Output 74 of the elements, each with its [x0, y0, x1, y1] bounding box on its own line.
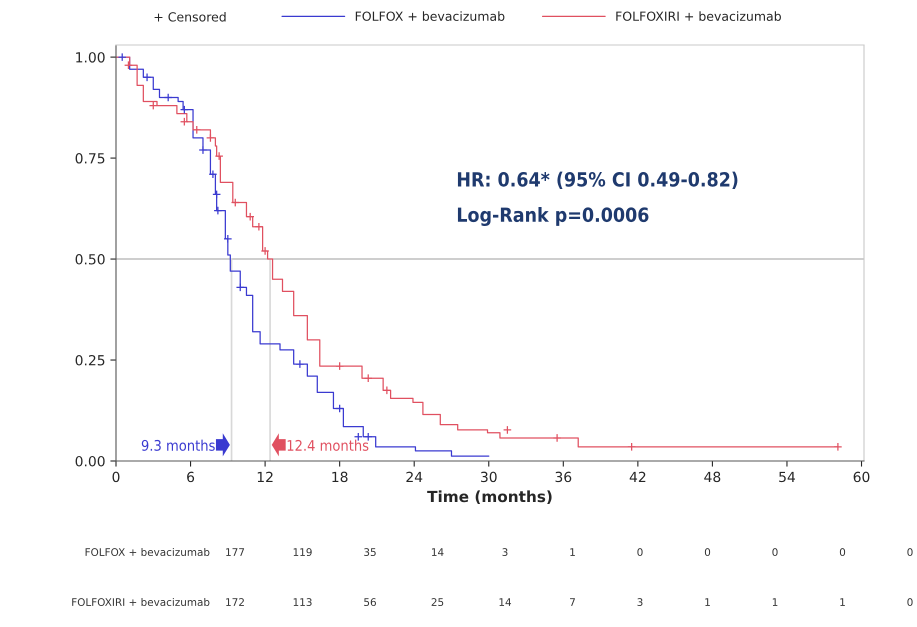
- point: [148, 101, 158, 110]
- point: [254, 222, 264, 232]
- text: FOLFOXIRI + bevacizumab: [72, 598, 210, 606]
- text: 119: [294, 548, 312, 556]
- point: [502, 425, 512, 434]
- point: [206, 133, 215, 142]
- text: 25: [432, 598, 444, 606]
- point: [552, 434, 562, 442]
- x-tick-label: 36: [556, 472, 572, 482]
- point: [212, 190, 222, 199]
- text: 14: [432, 548, 444, 556]
- text: 177: [226, 548, 244, 556]
- point: [335, 404, 344, 413]
- point: [627, 442, 636, 452]
- x-tick-label: 24: [406, 472, 422, 482]
- point: [214, 152, 224, 160]
- text: 3: [502, 548, 508, 556]
- text: 1: [570, 548, 575, 556]
- x-tick-label: 60: [854, 472, 870, 482]
- text: 7: [570, 598, 575, 606]
- point: [833, 442, 842, 452]
- y-tick-label: 0.50: [76, 254, 105, 265]
- point: [164, 93, 173, 102]
- x-axis-title: Time (months): [427, 490, 552, 504]
- text: + Censored: [154, 12, 226, 22]
- text: 113: [294, 598, 312, 606]
- x-tick-label: 54: [779, 472, 796, 482]
- x-tick-label: 12: [258, 472, 273, 482]
- x-tick-label: 0: [112, 472, 120, 482]
- point: [198, 146, 208, 154]
- text: 172: [226, 598, 244, 606]
- point: [223, 234, 232, 244]
- annotation: HR: 0.64* (95% CI 0.49-0.82): [458, 172, 738, 190]
- annotation: 9.3 months: [142, 440, 215, 451]
- point: [124, 60, 133, 70]
- text: 0: [637, 548, 643, 556]
- point: [180, 105, 189, 114]
- annotation: 12.4 months: [288, 440, 368, 451]
- text: 0: [907, 598, 913, 606]
- point: [142, 72, 152, 82]
- text: 0: [772, 548, 778, 556]
- x-tick-label: 30: [480, 472, 497, 482]
- text: 1: [705, 598, 710, 606]
- text: 0: [704, 548, 710, 556]
- text: 35: [364, 548, 376, 556]
- point: [295, 360, 304, 368]
- annotation: Log-Rank p=0.0006: [458, 207, 648, 226]
- text: 3: [637, 598, 642, 606]
- y-tick-label: 0.75: [76, 153, 104, 164]
- point: [208, 170, 218, 179]
- text: 1: [840, 598, 845, 606]
- point: [230, 198, 240, 207]
- text: FOLFOX + bevacizumab: [86, 548, 210, 556]
- text: 0: [840, 548, 846, 556]
- x-tick-label: 18: [332, 472, 348, 482]
- point: [180, 117, 189, 126]
- x-tick-label: 42: [630, 472, 646, 482]
- point: [213, 206, 222, 216]
- text: 0: [907, 548, 913, 556]
- y-tick-label: 0.25: [76, 355, 104, 366]
- x-tick-label: 6: [187, 472, 194, 482]
- text: 1: [772, 598, 778, 606]
- y-tick-label: 1.00: [76, 52, 105, 63]
- point: [246, 212, 255, 222]
- y-tick-label: 0.00: [76, 456, 105, 466]
- point: [236, 282, 245, 292]
- point: [335, 362, 344, 371]
- text: 14: [500, 598, 512, 606]
- text: 56: [364, 598, 376, 606]
- point: [260, 246, 270, 256]
- legend-label: FOLFOXIRI + bevacizumab: [616, 11, 781, 21]
- x-tick-label: 48: [704, 472, 720, 482]
- point: [364, 374, 373, 383]
- legend-label: FOLFOX + bevacizumab: [356, 11, 504, 21]
